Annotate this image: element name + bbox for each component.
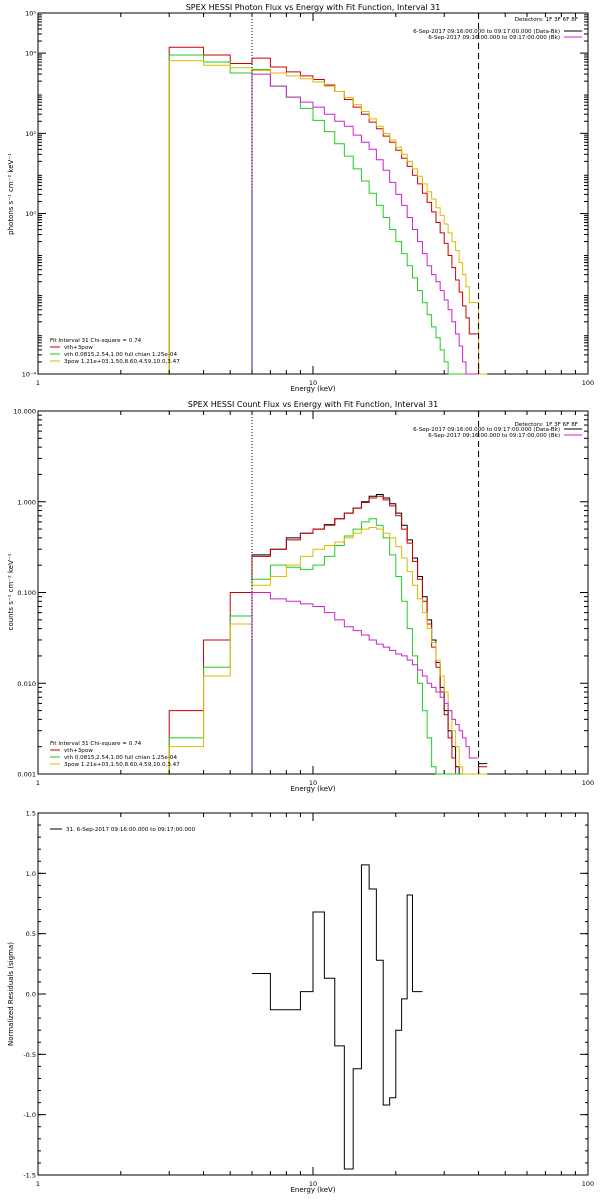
legend-title: Fit Interval 31 Chi-square = 0.74 — [50, 741, 142, 747]
series-1-line — [168, 495, 488, 775]
legend-entry: vth+3pow — [64, 345, 93, 351]
y-tick-label: 10⁻⁴ — [22, 371, 37, 379]
series-2-line — [168, 518, 488, 775]
photon-detectors-label: Detectors: 1F 3F 6F 8F — [515, 17, 578, 23]
legend-entry: vth 0.0815,2.54,1.00 full chian 1.25e-04 — [64, 352, 177, 358]
count-detectors-label: Detectors: 1F 3F 6F 8F — [515, 422, 578, 428]
legend-entry: 3pow 1.21e+03,1.50,8.60,4.59,10.0,3.47 — [64, 359, 180, 365]
y-tick-label: -1.0 — [23, 1111, 36, 1119]
count-flux-panel: SPEX HESSI Count Flux vs Energy with Fit… — [7, 400, 594, 793]
photon-y-axis-label: photons s⁻¹ cm⁻² keV⁻¹ — [7, 153, 15, 235]
legend-entry: vth+3pow — [64, 748, 93, 754]
legend-entry: 31. 6-Sep-2017 09:16:00.000 to 09:17:00.… — [66, 827, 196, 833]
y-tick-label: 10⁴ — [25, 50, 36, 58]
y-tick-label: 0.5 — [26, 930, 36, 938]
count-flux-title: SPEX HESSI Count Flux vs Energy with Fit… — [188, 400, 439, 409]
residuals-plot-frame — [37, 812, 589, 1176]
legend-entry: 3pow 1.21e+03,1.50,8.60,4.59,10.0,3.47 — [64, 762, 180, 768]
x-tick-label: 100 — [582, 379, 594, 387]
info-line: 6-Sep-2017 09:16:00.000 to 09:17:00.000 … — [413, 427, 560, 433]
y-tick-label: 1.0 — [26, 870, 36, 878]
series-0-line — [168, 46, 488, 375]
x-tick-label: 1 — [36, 1180, 40, 1188]
y-tick-label: 0.100 — [17, 589, 36, 597]
x-tick-label: 1 — [36, 379, 40, 387]
y-tick-label: 0.0 — [26, 991, 36, 999]
count-plot-frame — [37, 410, 589, 775]
y-tick-label: 10⁰ — [25, 210, 36, 218]
residuals-x-axis-label: Energy (keV) — [290, 1186, 335, 1194]
y-tick-label: 10⁵ — [25, 10, 36, 18]
series-3-line — [168, 527, 488, 775]
y-tick-label: -1.5 — [23, 1172, 36, 1180]
photon-flux-panel: SPEX HESSI Photon Flux vs Energy with Fi… — [7, 3, 594, 393]
count-x-axis-label: Energy (keV) — [290, 785, 335, 793]
photon-flux-title: SPEX HESSI Photon Flux vs Energy with Fi… — [186, 3, 441, 12]
series-0-line — [251, 864, 423, 1170]
x-tick-label: 10 — [309, 779, 317, 787]
count-y-axis-label: counts s⁻¹ cm⁻² keV⁻¹ — [7, 553, 15, 630]
y-tick-label: 1.000 — [17, 498, 36, 506]
y-tick-label: 0.001 — [17, 771, 36, 779]
y-tick-label: 10.000 — [13, 408, 36, 416]
series-4-line — [251, 592, 479, 774]
photon-x-axis-label: Energy (keV) — [290, 385, 335, 393]
y-tick-label: -0.5 — [23, 1051, 36, 1059]
x-tick-label: 100 — [582, 1180, 594, 1188]
x-tick-label: 1 — [36, 779, 40, 787]
residuals-y-axis-label: Normalized Residuals (sigma) — [7, 942, 15, 1046]
info-line: 6-Sep-2017 09:16:00.000 to 09:17:00.000 … — [428, 433, 560, 439]
series-3-line — [251, 73, 479, 375]
info-line: 6-Sep-2017 09:16:00.000 to 09:17:00.000 … — [413, 29, 560, 35]
series-1-line — [168, 54, 488, 375]
residuals-panel: 1 10 100 -1.5 -1.0 -0.5 0.0 0.5 1.0 1.5 31. 6-Sep… — [7, 810, 594, 1195]
x-tick-label: 100 — [582, 779, 594, 787]
series-0-line — [251, 494, 488, 775]
photon-plot-frame — [37, 12, 589, 375]
series-2-line — [168, 60, 488, 375]
y-tick-label: 10² — [25, 130, 36, 138]
info-line: 6-Sep-2017 09:16:00.000 to 09:17:00.000 … — [428, 35, 560, 41]
x-tick-label: 10 — [309, 1180, 317, 1188]
legend-title: Fit Interval 31 Chi-square = 0.74 — [50, 338, 142, 344]
y-tick-label: 1.5 — [26, 810, 36, 818]
y-tick-label: 0.010 — [17, 680, 36, 688]
legend-entry: vth 0.0815,2.54,1.00 full chian 1.25e-04 — [64, 755, 177, 761]
x-tick-label: 10 — [309, 379, 317, 387]
